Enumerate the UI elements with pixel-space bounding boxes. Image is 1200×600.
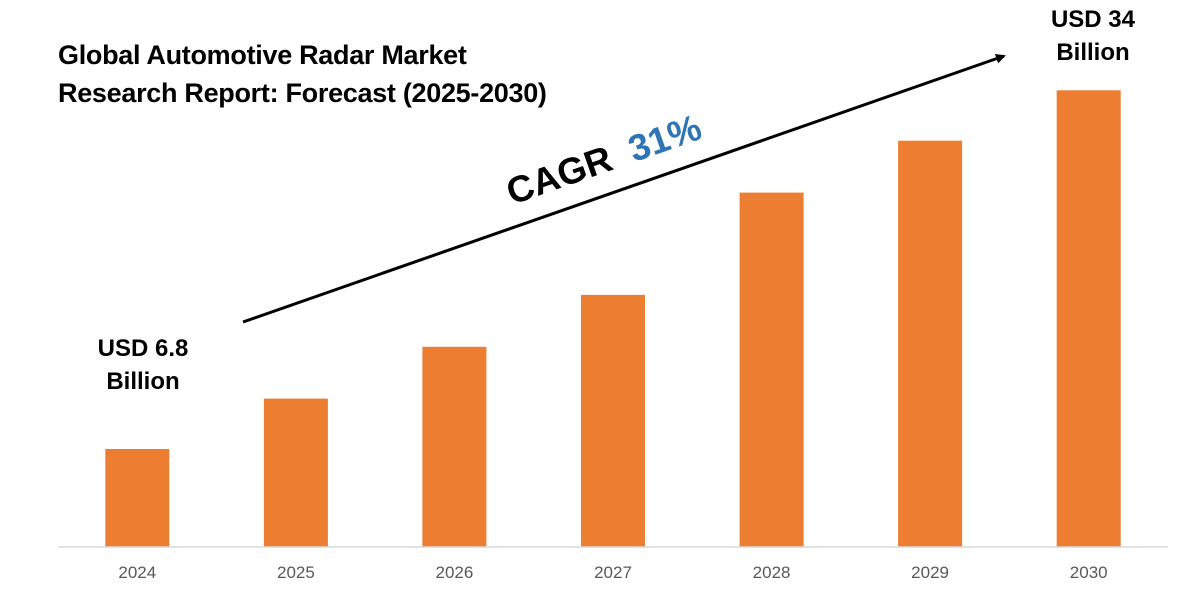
- x-tick-label-2024: 2024: [118, 563, 156, 582]
- chart-title-line-2: Research Report: Forecast (2025-2030): [58, 78, 547, 108]
- start-value-line-1: USD 6.8: [97, 335, 189, 362]
- x-tick-label-2027: 2027: [594, 563, 632, 582]
- cagr-value: 31%: [623, 107, 706, 170]
- cagr-prefix: CAGR: [501, 138, 617, 213]
- x-tick-label-2026: 2026: [435, 563, 473, 582]
- growth-arrow: [242, 53, 1006, 324]
- start-value-line-2: Billion: [106, 368, 180, 395]
- x-tick-labels: 2024 2025 2026 2027 2028 2029 2030: [118, 563, 1107, 582]
- bar-2025: [263, 398, 328, 547]
- chart-title: Global Automotive Radar Market Research …: [58, 36, 547, 112]
- bar-2030: [1056, 90, 1121, 548]
- bar-2028: [739, 192, 804, 547]
- x-tick-label-2030: 2030: [1070, 563, 1108, 582]
- end-value-callout: USD 34 Billion: [1018, 3, 1168, 69]
- end-value-line-2: Billion: [1056, 39, 1130, 66]
- x-tick-label-2028: 2028: [753, 563, 791, 582]
- start-value-callout: USD 6.8 Billion: [68, 332, 218, 398]
- bar-2026: [422, 346, 487, 547]
- x-tick-label-2029: 2029: [911, 563, 949, 582]
- x-tick-label-2025: 2025: [277, 563, 315, 582]
- bar-2029: [898, 140, 963, 547]
- bar-2027: [581, 294, 645, 547]
- bars-layer: [105, 90, 1121, 548]
- chart-title-line-1: Global Automotive Radar Market: [58, 40, 467, 70]
- bar-2024: [105, 449, 170, 547]
- end-value-line-1: USD 34: [1050, 6, 1136, 33]
